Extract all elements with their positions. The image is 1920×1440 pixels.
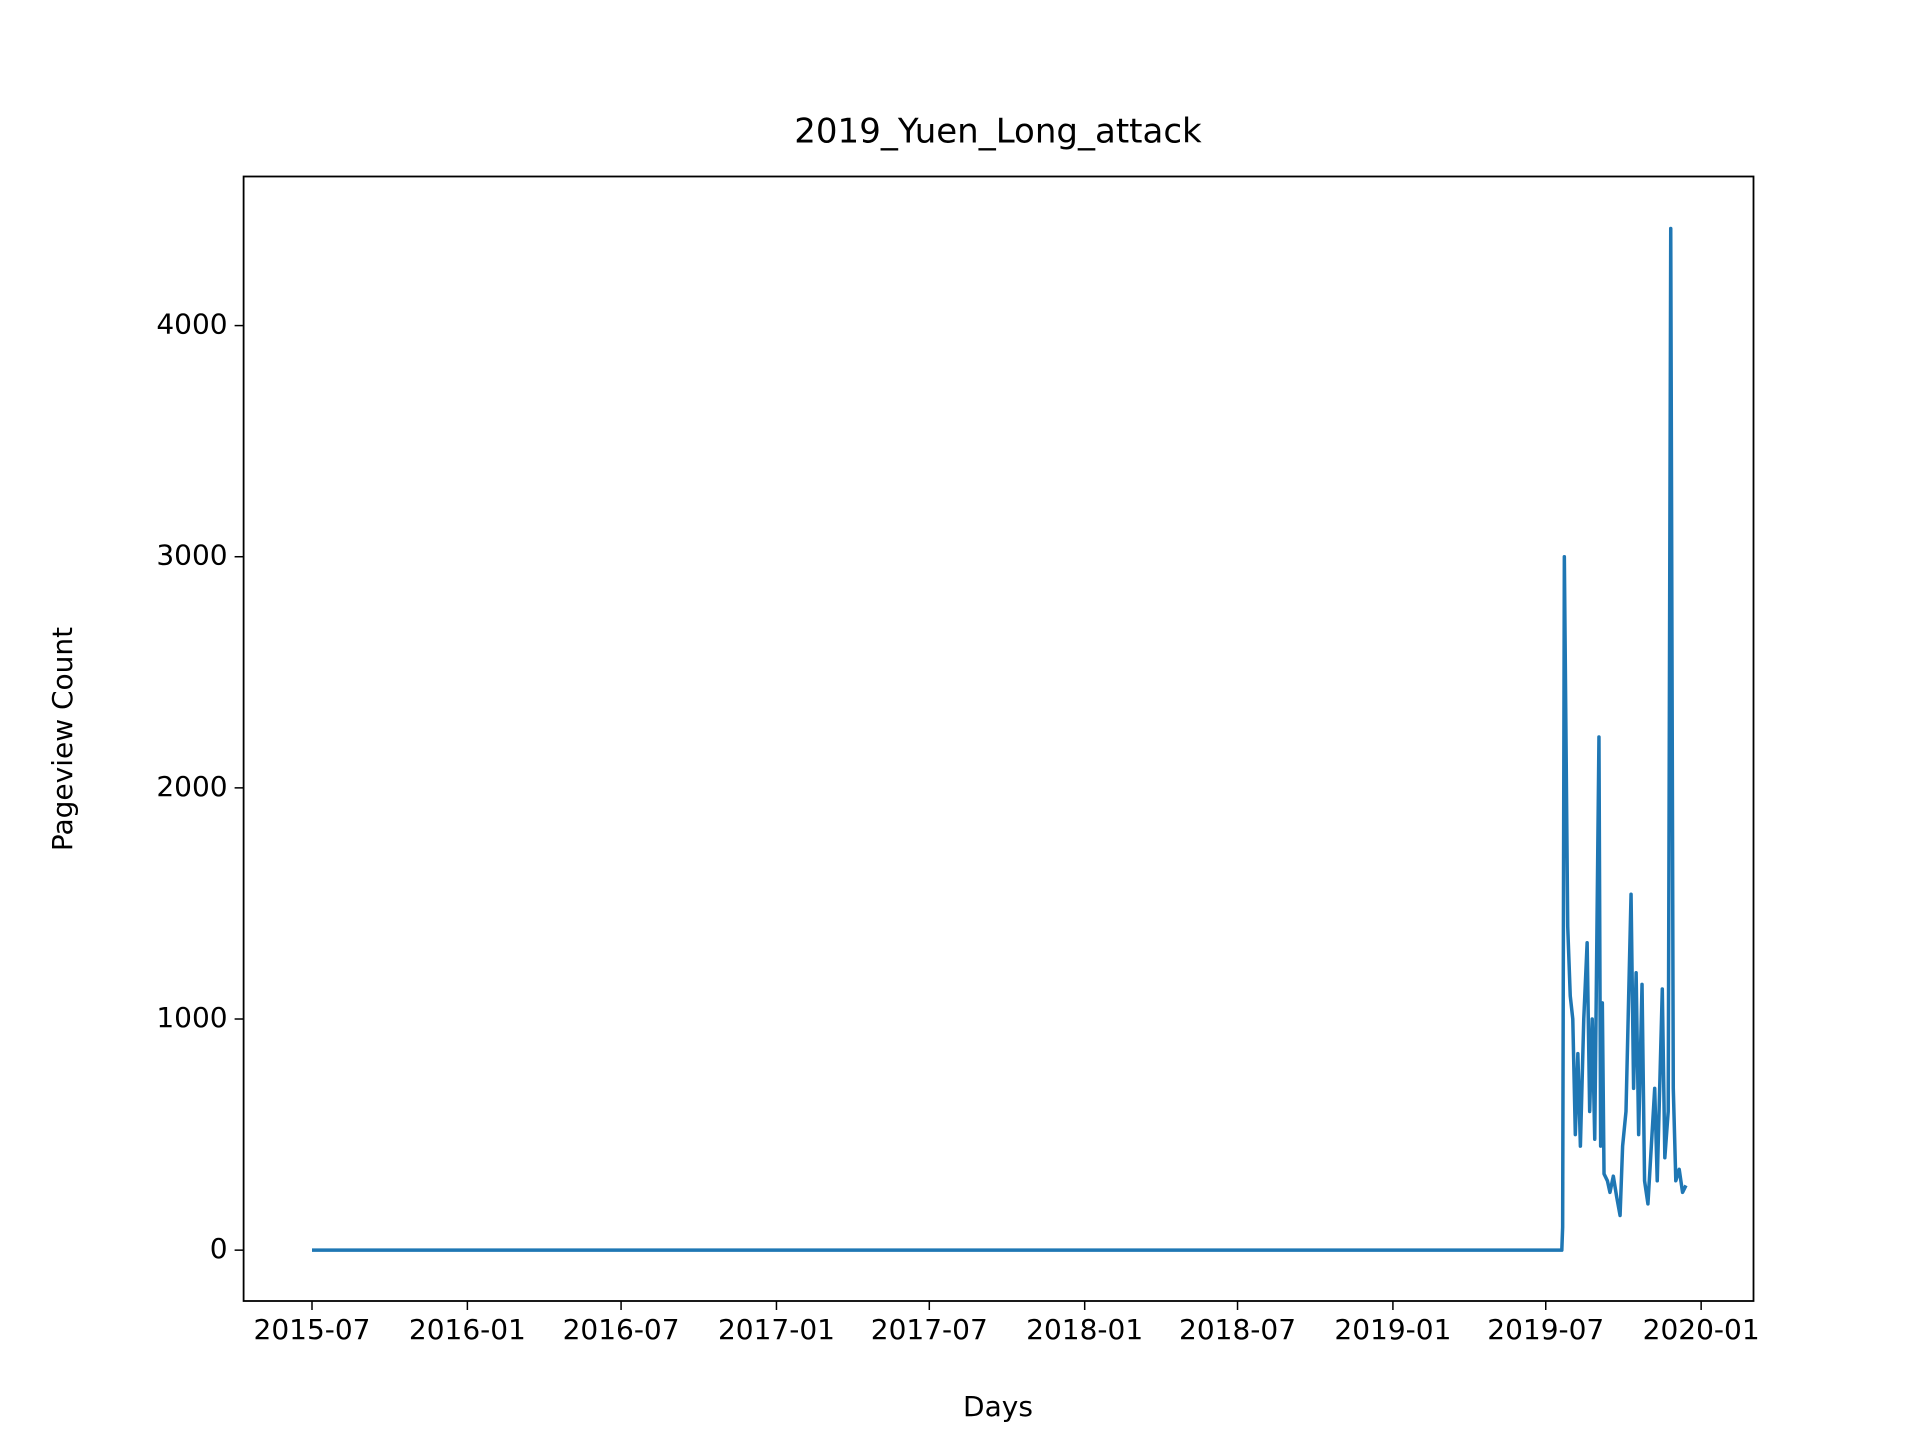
x-tick-label: 2018-07 bbox=[1179, 1313, 1296, 1346]
plot-frame bbox=[242, 175, 1755, 1302]
x-tick-label: 2017-01 bbox=[718, 1313, 835, 1346]
y-tick-label: 4000 bbox=[156, 308, 227, 341]
chart-title: 2019_Yuen_Long_attack bbox=[794, 112, 1202, 152]
x-tick-label: 2020-01 bbox=[1643, 1313, 1760, 1346]
y-tick-label: 2000 bbox=[156, 770, 227, 803]
x-tick-label: 2016-01 bbox=[409, 1313, 526, 1346]
x-axis-label: Days bbox=[963, 1390, 1033, 1423]
x-tick-label: 2018-01 bbox=[1026, 1313, 1143, 1346]
y-tick-label: 0 bbox=[210, 1232, 228, 1265]
x-tick-label: 2015-07 bbox=[254, 1313, 371, 1346]
y-tick-label: 1000 bbox=[156, 1001, 227, 1034]
data-line bbox=[312, 226, 1688, 1252]
x-tick-label: 2019-07 bbox=[1487, 1313, 1604, 1346]
x-tick-label: 2016-07 bbox=[563, 1313, 680, 1346]
x-tick-label: 2017-07 bbox=[871, 1313, 988, 1346]
y-tick-label: 3000 bbox=[156, 539, 227, 572]
y-axis-label: Pageview Count bbox=[46, 627, 79, 851]
x-tick-label: 2019-01 bbox=[1334, 1313, 1451, 1346]
